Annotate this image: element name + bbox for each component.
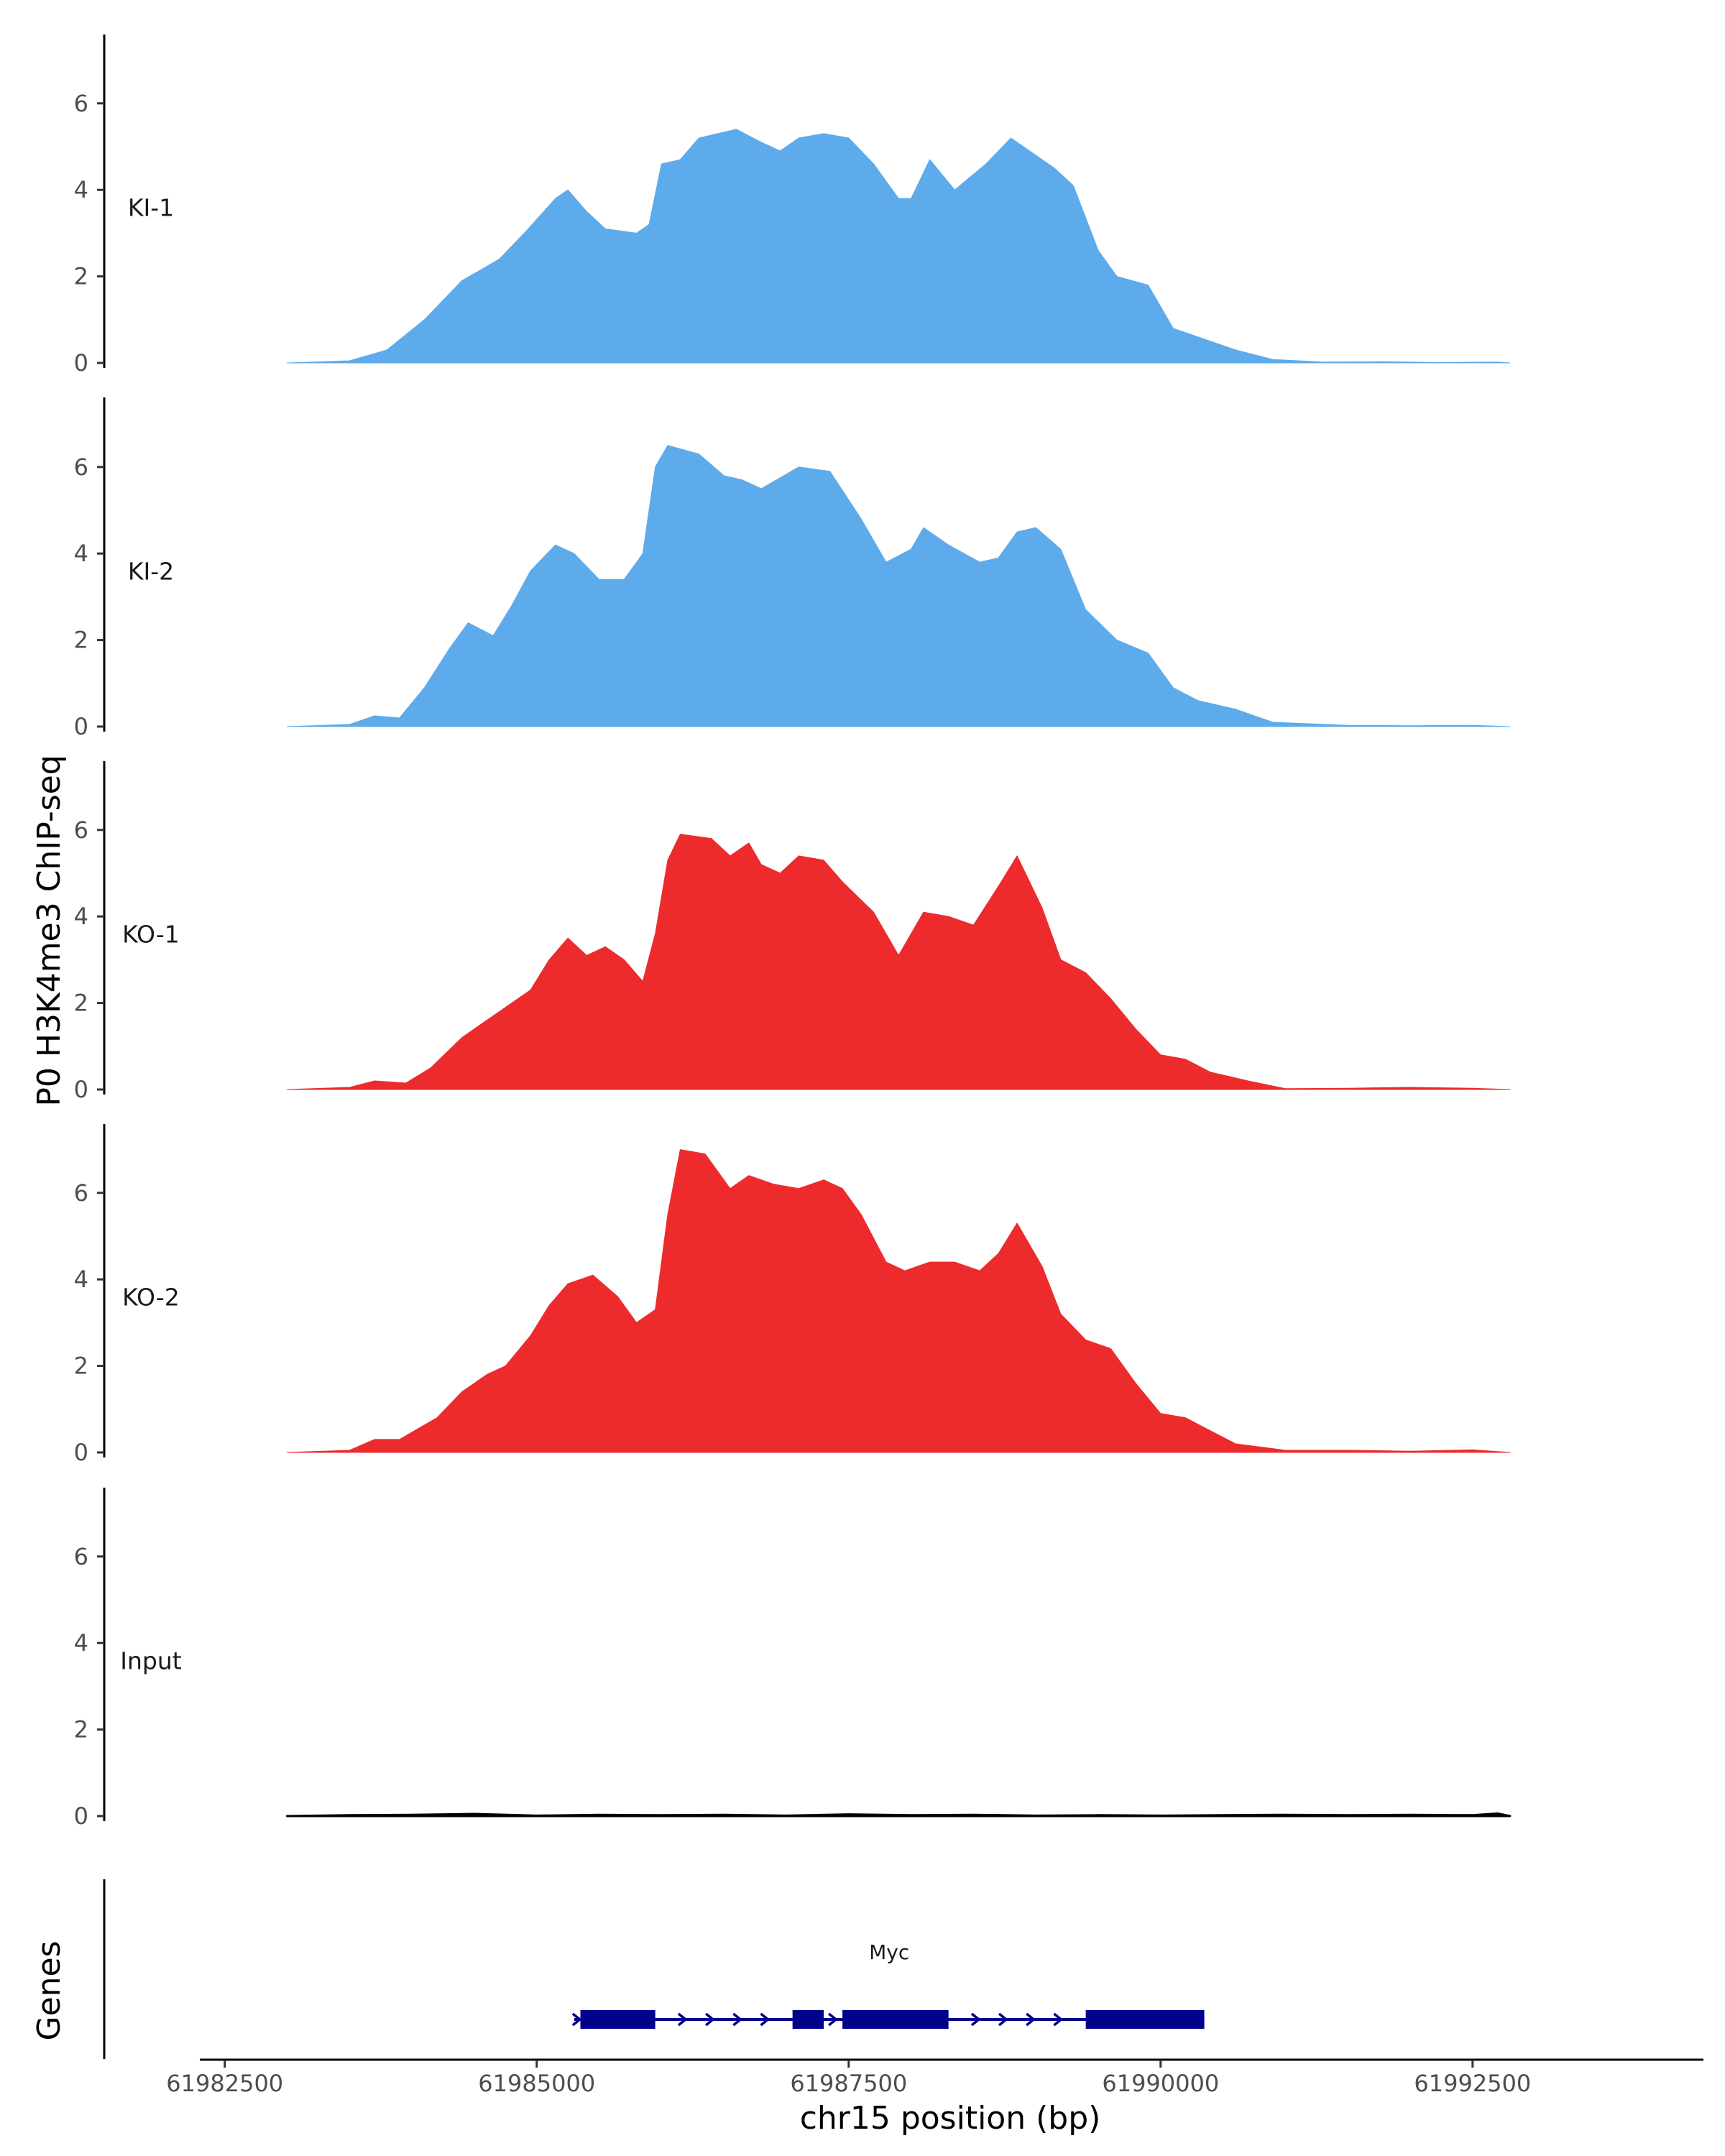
y-tick-label: 0 — [74, 349, 88, 377]
y-tick-label: 0 — [74, 1802, 88, 1830]
y-tick-label: 2 — [74, 263, 88, 290]
y-tick-label: 6 — [74, 90, 88, 117]
track-ko-2: 0 2 4 6 KO-2 — [74, 1124, 1511, 1466]
strand-arrow-icon — [998, 2012, 1008, 2027]
gene-exon — [580, 2010, 656, 2029]
track-ki-1: 0 2 4 6 KI-1 — [74, 34, 1511, 377]
y-tick-label: 6 — [74, 1543, 88, 1570]
signal-area-ki-2 — [287, 445, 1511, 727]
track-label: KO-1 — [122, 920, 180, 948]
strand-arrow-icon — [732, 2012, 743, 2027]
x-tick-label: 61985000 — [478, 2070, 595, 2097]
x-axis-title: chr15 position (bp) — [800, 2100, 1101, 2137]
y-tick-label: 4 — [74, 1266, 88, 1293]
y-tick-label: 2 — [74, 990, 88, 1017]
y-tick-label: 4 — [74, 1629, 88, 1657]
track-label: KI-1 — [128, 193, 174, 221]
x-tick-label: 61982500 — [166, 2070, 283, 2097]
x-tick-label: 61990000 — [1102, 2070, 1219, 2097]
y-tick-label: 4 — [74, 176, 88, 203]
track-label: Input — [120, 1646, 182, 1674]
y-tick-label: 6 — [74, 816, 88, 844]
signal-area-ko-1 — [287, 834, 1511, 1090]
y-tick-label: 0 — [74, 1439, 88, 1466]
strand-arrow-icon — [828, 2012, 838, 2027]
strand-arrow-icon — [970, 2012, 981, 2027]
y-tick-label: 6 — [74, 1179, 88, 1207]
strand-arrow-icon — [571, 2012, 582, 2027]
track-ki-2: 0 2 4 6 KI-2 — [74, 397, 1511, 740]
y-axis-title: P0 H3K4me3 ChIP-seq — [31, 755, 68, 1106]
track-input: 0 2 4 6 Input — [74, 1488, 1512, 1830]
signal-area-input — [286, 1812, 1512, 1818]
gene-name-label: Myc — [869, 1940, 909, 1964]
y-tick-label: 6 — [74, 453, 88, 481]
y-tick-label: 0 — [74, 713, 88, 740]
genes-panel: Myc — [103, 1879, 1205, 2059]
strand-arrow-icon — [1026, 2012, 1036, 2027]
genes-axis-title: Genes — [31, 1940, 68, 2040]
gene-exon — [792, 2010, 824, 2029]
strand-arrow-icon — [1053, 2012, 1064, 2027]
y-tick-label: 4 — [74, 903, 88, 930]
y-tick-label: 2 — [74, 1716, 88, 1743]
x-tick-label: 61987500 — [790, 2070, 907, 2097]
y-tick-label: 4 — [74, 540, 88, 567]
tracks-group: 0 2 4 6 KI-1 0 2 4 6 KI-2 0 2 4 6 KO-1 0 2 4 6 KO-2 0 2 4 6 Inpu… — [74, 34, 1512, 1830]
strand-arrow-icon — [705, 2012, 715, 2027]
y-tick-label: 2 — [74, 627, 88, 654]
track-label: KO-2 — [122, 1283, 180, 1311]
strand-arrow-icon — [760, 2012, 770, 2027]
strand-arrow-icon — [677, 2012, 688, 2027]
track-label: KI-2 — [128, 557, 174, 585]
gene-exon — [1085, 2010, 1205, 2029]
track-ko-1: 0 2 4 6 KO-1 — [74, 761, 1511, 1103]
signal-area-ki-1 — [287, 129, 1511, 364]
signal-area-ko-2 — [287, 1149, 1511, 1453]
gene-exon — [842, 2010, 949, 2029]
x-axis: 61982500 61985000 61987500 61990000 61992500 — [166, 2058, 1703, 2097]
x-tick-label: 61992500 — [1414, 2070, 1531, 2097]
y-tick-label: 2 — [74, 1353, 88, 1380]
y-tick-label: 0 — [74, 1076, 88, 1103]
